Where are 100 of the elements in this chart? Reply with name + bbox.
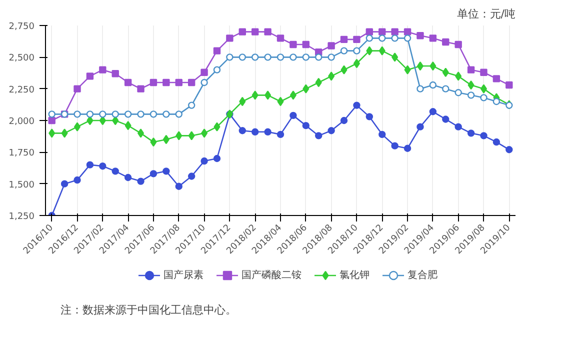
- point: [238, 28, 246, 36]
- point: [213, 66, 221, 74]
- legend-label: 国产磷酸二铵: [242, 268, 302, 282]
- y-tick-label: 2,000: [8, 117, 35, 127]
- point: [99, 66, 106, 74]
- point: [124, 78, 132, 86]
- y-tick-label: 2,500: [8, 54, 35, 64]
- point: [506, 81, 513, 89]
- point: [60, 180, 68, 188]
- y-tick-label: 1,500: [8, 180, 35, 190]
- point: [138, 128, 144, 138]
- point: [162, 168, 170, 175]
- point: [315, 78, 322, 88]
- legend-label: 氯化钾: [340, 269, 370, 282]
- legend-label: 国产尿素: [164, 268, 204, 282]
- point: [277, 96, 284, 106]
- point: [404, 144, 412, 152]
- point: [378, 28, 386, 36]
- point: [442, 38, 450, 46]
- point: [137, 110, 144, 118]
- point: [392, 52, 398, 62]
- point: [404, 65, 411, 74]
- point: [442, 85, 450, 92]
- point: [302, 84, 310, 94]
- point: [150, 170, 158, 178]
- point: [391, 34, 398, 42]
- point: [74, 176, 81, 184]
- point: [467, 130, 475, 137]
- point: [366, 34, 374, 42]
- point: [328, 54, 335, 61]
- point: [353, 47, 360, 54]
- point: [290, 54, 297, 61]
- point: [252, 90, 258, 100]
- point: [86, 72, 94, 80]
- point: [353, 102, 360, 109]
- point: [213, 154, 221, 162]
- point: [290, 112, 297, 120]
- point: [150, 137, 157, 147]
- point: [124, 174, 132, 182]
- point: [492, 138, 500, 146]
- point: [480, 68, 488, 76]
- point: [328, 72, 335, 81]
- point: [150, 78, 158, 86]
- point: [276, 130, 284, 138]
- point: [188, 78, 196, 86]
- y-tick-label: 1,750: [8, 148, 35, 159]
- point: [353, 58, 360, 68]
- point: [378, 130, 386, 138]
- point: [340, 116, 348, 124]
- point: [442, 68, 449, 77]
- point: [391, 28, 398, 36]
- point: [430, 61, 436, 71]
- point: [61, 128, 68, 138]
- point: [124, 120, 132, 130]
- point: [251, 128, 259, 136]
- legend-label: 复合肥: [408, 269, 438, 282]
- point: [251, 54, 259, 61]
- point: [378, 46, 386, 56]
- point: [175, 78, 182, 86]
- point: [74, 85, 81, 92]
- point: [302, 122, 310, 130]
- point: [188, 102, 196, 109]
- point: [124, 110, 132, 118]
- point: [455, 72, 462, 81]
- point: [366, 28, 374, 36]
- point: [99, 110, 106, 118]
- point: [454, 123, 462, 130]
- point: [137, 85, 144, 92]
- point: [492, 75, 500, 82]
- point: [416, 32, 424, 40]
- point: [213, 47, 221, 54]
- y-tick-label: 2,750: [8, 22, 35, 32]
- point: [264, 128, 272, 136]
- point: [200, 78, 208, 86]
- point: [276, 34, 284, 42]
- point: [315, 132, 322, 140]
- point: [162, 134, 170, 144]
- point: [238, 127, 246, 134]
- point: [48, 128, 56, 138]
- point: [162, 78, 170, 86]
- point: [176, 131, 182, 140]
- point: [468, 80, 474, 90]
- point: [454, 89, 462, 96]
- point: [74, 122, 81, 132]
- point: [328, 127, 335, 134]
- point: [480, 94, 488, 102]
- point: [404, 34, 412, 42]
- point: [416, 61, 424, 71]
- point: [328, 42, 335, 50]
- point: [86, 161, 94, 168]
- point: [150, 110, 158, 118]
- point: [467, 66, 475, 74]
- point: [290, 40, 297, 48]
- point: [86, 110, 94, 118]
- point: [378, 34, 386, 42]
- point: [416, 123, 424, 130]
- point: [315, 54, 322, 61]
- point: [429, 81, 437, 89]
- point: [162, 110, 170, 118]
- text: 注：数据来源于中国化工信息中心。: [60, 304, 236, 316]
